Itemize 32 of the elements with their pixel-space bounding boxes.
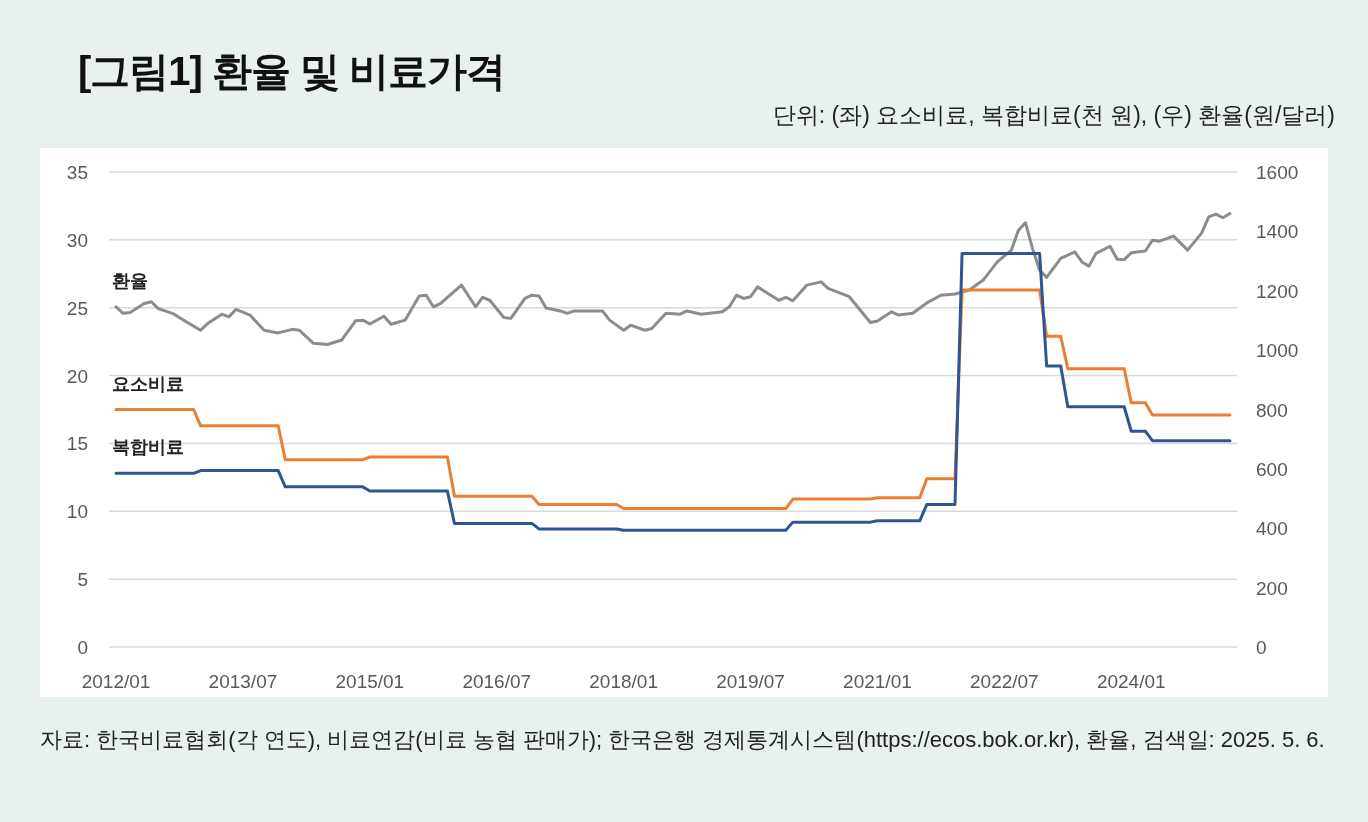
series-label: 복합비료 — [112, 437, 185, 458]
text: 자료: 한국비료협회(각 연도), 비료연감(비료 농협 판매가); 한국은행 경제통계시스템(https://ecos.bok.or.kr), 환율, 검색일: 2025. 5. 6. — [40, 726, 1326, 754]
y2-tick-label: 200 — [1256, 577, 1288, 599]
y-tick-label: 15 — [66, 433, 88, 455]
y2-tick-label: 1200 — [1256, 280, 1299, 302]
x-tick-label: 2013/07 — [208, 671, 278, 692]
x-tick-label: 2024/01 — [1096, 671, 1166, 692]
y-tick-label: 30 — [66, 229, 88, 251]
y2-tick-label: 600 — [1256, 458, 1288, 480]
x-tick-label: 2016/07 — [462, 671, 532, 692]
y-tick-label: 25 — [66, 297, 88, 319]
y-tick-label: 35 — [66, 162, 88, 183]
y-tick-label: 5 — [77, 569, 88, 591]
x-tick-label: 2018/01 — [589, 671, 658, 692]
x-tick-label: 2022/07 — [970, 671, 1039, 692]
y2-tick-label: 0 — [1256, 637, 1267, 658]
y-tick-label: 10 — [66, 501, 88, 523]
chart-subtitle: 단위: (좌) 요소비료, 복합비료(천 원), (우) 환율(원/달러) — [772, 101, 1335, 130]
y2-tick-label: 1000 — [1256, 340, 1299, 362]
y2-tick-label: 400 — [1256, 518, 1288, 540]
y-tick-label: 0 — [77, 637, 88, 658]
x-tick-label: 2021/01 — [843, 671, 912, 692]
y2-tick-label: 800 — [1256, 399, 1288, 421]
y2-tick-label: 1400 — [1256, 221, 1299, 243]
x-tick-label: 2019/07 — [716, 671, 785, 692]
x-tick-label: 2015/01 — [335, 671, 405, 692]
series-label: 요소비료 — [112, 373, 185, 394]
series-label: 환율 — [112, 270, 149, 291]
chart-title: [그림1] 환율 및 비료가격 — [78, 48, 506, 95]
y-tick-label: 20 — [66, 365, 88, 387]
x-tick-label: 2012/01 — [81, 671, 151, 692]
y2-tick-label: 1600 — [1256, 162, 1299, 183]
